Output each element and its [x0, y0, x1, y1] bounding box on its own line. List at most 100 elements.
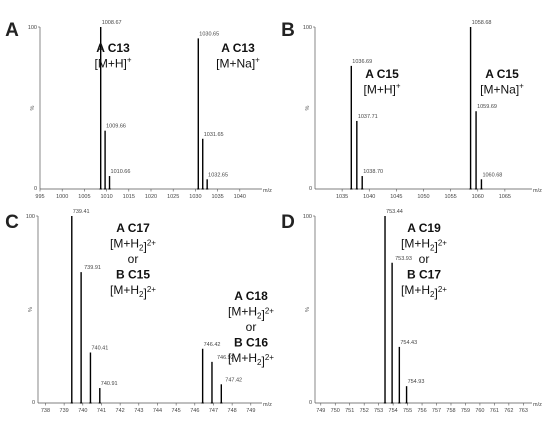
- annotation-C-1-line-1: [M+H2]2+: [228, 305, 274, 322]
- annotation-C-1-line-4: [M+H2]2+: [228, 351, 274, 368]
- peak-label-A-2: 1010.66: [111, 169, 131, 175]
- x-tick-label-D-3: 752: [360, 408, 369, 414]
- peak-label-B-0: 1036.69: [352, 59, 372, 65]
- peak-label-A-5: 1032.65: [208, 172, 228, 178]
- peak-label-C-1: 739.91: [84, 265, 101, 271]
- y-tick-bottom-C: 0: [32, 400, 35, 406]
- x-tick-label-D-11: 760: [475, 408, 484, 414]
- peak-label-C-4: 746.42: [204, 342, 221, 348]
- x-tick-label-C-11: 749: [246, 408, 255, 414]
- x-tick-label-C-9: 747: [209, 408, 218, 414]
- annotation-D-0-line-3: B C17: [407, 268, 441, 282]
- annotation-A-0-line-1: [M+H]+: [94, 56, 131, 71]
- peak-label-B-5: 1060.68: [482, 172, 502, 178]
- x-tick-label-C-4: 742: [116, 408, 125, 414]
- annotation-C-0-line-4: [M+H2]2+: [110, 283, 156, 300]
- x-tick-label-B-4: 1055: [445, 194, 457, 200]
- x-tick-label-D-13: 762: [504, 408, 513, 414]
- x-tick-label-C-2: 740: [78, 408, 87, 414]
- annotation-D-0-line-4: [M+H2]2+: [401, 283, 447, 300]
- panel-D: D 100% 0 749 750 751 752 753 754 755 756 757 758 759 7…: [281, 209, 542, 414]
- x-tick-label-D-1: 750: [331, 408, 340, 414]
- annotation-D-0-line-0: A C19: [407, 221, 441, 235]
- y-tick-top-B: 100: [303, 25, 312, 31]
- x-tick-label-C-8: 746: [190, 408, 199, 414]
- peak-label-B-3: 1058.68: [472, 20, 492, 26]
- y-tick-bottom-D: 0: [309, 400, 312, 406]
- annotation-B-0-line-1: [M+H]+: [363, 82, 400, 97]
- x-tick-label-D-4: 753: [374, 408, 383, 414]
- x-tick-label-A-6: 1025: [167, 194, 179, 200]
- x-tick-label-D-9: 758: [446, 408, 455, 414]
- peak-label-A-3: 1030.65: [199, 31, 219, 37]
- y-tick-bottom-B: 0: [309, 186, 312, 192]
- annotation-B-1-line-0: A C15: [485, 67, 519, 81]
- peak-label-B-1: 1037.71: [358, 114, 378, 120]
- peak-label-A-1: 1009.66: [106, 124, 126, 130]
- x-unit-A: m/z: [263, 188, 272, 194]
- x-tick-label-A-1: 1000: [56, 194, 68, 200]
- panel-B: B 100% 0 1035 1040 1045 1050 1055 1060 1065 m/z 103…: [281, 20, 542, 200]
- y-tick-mid-A: %: [30, 105, 36, 110]
- panel-A: A 100% 0 995 1000 1005 1010 1015 1020 1025 1030 103…: [5, 20, 272, 200]
- peak-label-C-5: 746.92: [217, 355, 234, 361]
- panel-label-C: C: [5, 212, 19, 233]
- x-tick-label-D-0: 749: [316, 408, 325, 414]
- x-tick-label-D-8: 757: [432, 408, 441, 414]
- annotation-C-1-line-0: A C18: [234, 289, 268, 303]
- peak-label-C-2: 740.41: [91, 346, 108, 352]
- peak-label-C-0: 739.41: [73, 209, 90, 215]
- x-tick-label-C-0: 738: [41, 408, 50, 414]
- annotation-C-0-line-3: B C15: [116, 268, 150, 282]
- y-tick-mid-C: %: [28, 307, 34, 312]
- panel-C: C 100% 0 738 739 740 741 742 743 744 745 746 747 748 7…: [5, 209, 274, 414]
- y-tick-top-D: 100: [303, 214, 312, 220]
- x-tick-label-A-0: 995: [35, 194, 44, 200]
- x-unit-C: m/z: [263, 402, 272, 408]
- panel-label-B: B: [281, 20, 295, 41]
- x-unit-D: m/z: [533, 402, 542, 408]
- annotation-C-1-line-3: B C16: [234, 336, 268, 350]
- x-tick-label-D-14: 763: [519, 408, 528, 414]
- peak-label-D-3: 754.93: [408, 379, 425, 385]
- annotation-A-0-line-0: A C13: [96, 41, 130, 55]
- annotation-C-1-line-2: or: [246, 320, 257, 334]
- x-tick-label-C-3: 741: [97, 408, 106, 414]
- peak-label-B-4: 1059.69: [477, 104, 497, 110]
- x-tick-label-B-2: 1045: [390, 194, 402, 200]
- annotation-C-0-line-0: A C17: [116, 221, 150, 235]
- annotation-A-1-line-1: [M+Na]+: [216, 56, 260, 71]
- annotation-B-1-line-1: [M+Na]+: [480, 82, 524, 97]
- x-tick-label-D-2: 751: [345, 408, 354, 414]
- x-tick-label-B-0: 1035: [336, 194, 348, 200]
- panel-label-A: A: [5, 20, 19, 41]
- x-tick-label-C-5: 743: [134, 408, 143, 414]
- peak-label-D-0: 753.44: [386, 209, 403, 215]
- x-tick-label-A-2: 1005: [78, 194, 90, 200]
- peak-label-C-6: 747.42: [225, 377, 242, 383]
- annotation-D-0-line-2: or: [419, 252, 430, 266]
- x-tick-label-D-5: 754: [389, 408, 398, 414]
- annotation-D-0-line-1: [M+H2]2+: [401, 237, 447, 254]
- peak-label-A-0: 1008.67: [102, 20, 122, 26]
- y-tick-top-A: 100: [28, 25, 37, 31]
- x-tick-label-D-7: 756: [417, 408, 426, 414]
- x-tick-label-A-8: 1035: [211, 194, 223, 200]
- peak-label-C-3: 740.91: [101, 381, 118, 387]
- x-tick-label-A-7: 1030: [189, 194, 201, 200]
- x-tick-label-C-10: 748: [228, 408, 237, 414]
- x-tick-label-B-1: 1040: [363, 194, 375, 200]
- annotation-A-1-line-0: A C13: [221, 41, 255, 55]
- panel-label-D: D: [281, 212, 295, 233]
- annotation-C-0-line-2: or: [128, 252, 139, 266]
- peak-label-D-2: 754.43: [400, 340, 417, 346]
- x-tick-label-A-4: 1015: [123, 194, 135, 200]
- x-tick-label-A-3: 1010: [100, 194, 112, 200]
- x-tick-label-A-9: 1040: [234, 194, 246, 200]
- x-tick-label-B-6: 1065: [499, 194, 511, 200]
- y-tick-top-C: 100: [26, 214, 35, 220]
- annotation-C-0-line-1: [M+H2]2+: [110, 237, 156, 254]
- x-tick-label-D-10: 759: [461, 408, 470, 414]
- peak-label-A-4: 1031.65: [204, 132, 224, 138]
- y-tick-bottom-A: 0: [34, 186, 37, 192]
